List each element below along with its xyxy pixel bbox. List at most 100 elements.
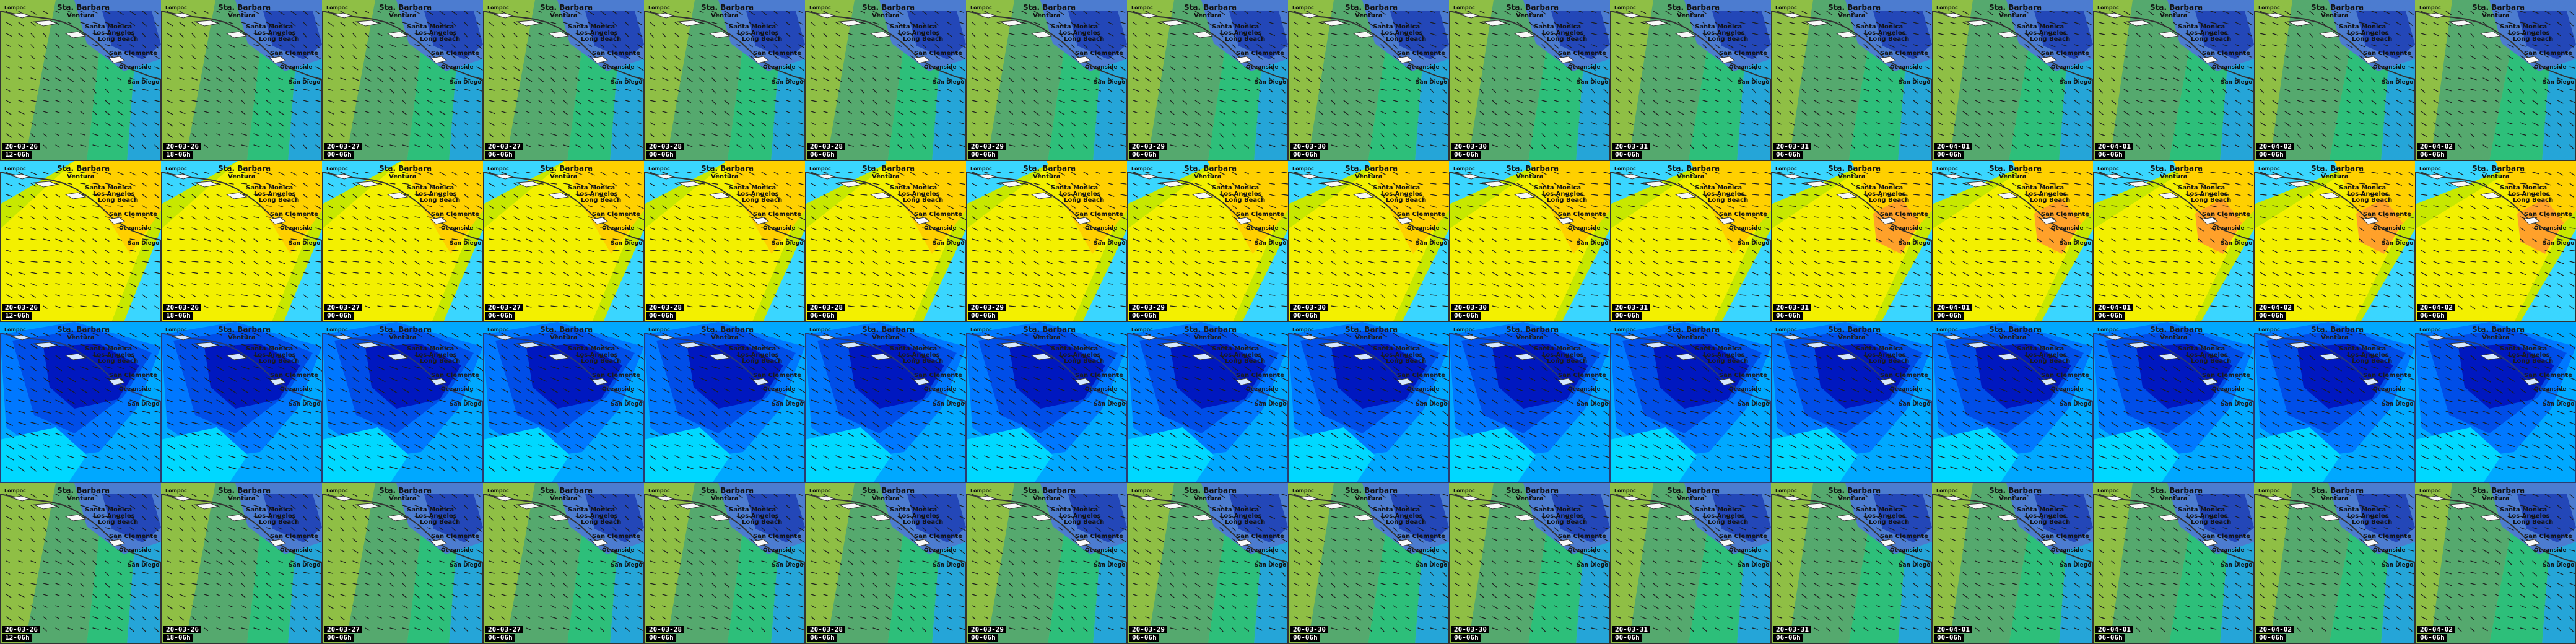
- island-shape-4: [2201, 378, 2219, 386]
- place-label-1: Sta. Barbara: [379, 325, 432, 334]
- place-label-5: Long Beach: [1708, 358, 1748, 365]
- vector-arrows: [2260, 494, 2415, 632]
- field-band-6: [2517, 494, 2576, 542]
- island-shape-2: [1160, 503, 1185, 510]
- place-label-5: Long Beach: [2191, 519, 2231, 526]
- coastline-outline: [644, 332, 805, 483]
- island-shape-3: [869, 192, 892, 199]
- place-label-7: Oceanside: [280, 64, 313, 71]
- time-stamp: 20-03-29 06-06h: [1129, 626, 1167, 642]
- place-label-0: Lompoc: [1614, 488, 1636, 494]
- place-label-4: Los Angeles: [1703, 191, 1745, 198]
- current-band-4: [848, 344, 944, 409]
- place-label-3: Santa Monica: [1695, 24, 1742, 30]
- date-label: 20-03-30: [1290, 626, 1328, 633]
- field-band-1: [1127, 0, 1174, 161]
- field-band-2: [1308, 483, 1393, 644]
- time-stamp: 20-03-31 00-06h: [1612, 626, 1650, 642]
- place-label-0: Lompoc: [487, 488, 509, 494]
- island-shape-4: [1074, 539, 1092, 547]
- island-shape-1: [1943, 173, 1963, 180]
- field-band-1: [161, 0, 215, 161]
- island-shape-2: [2287, 503, 2312, 510]
- place-label-7: Oceanside: [280, 225, 313, 232]
- hour-label: 06-06h: [1773, 312, 1803, 320]
- coastline-outline: [966, 10, 1127, 161]
- place-label-8: San Diego: [289, 401, 320, 407]
- hour-label: 00-06h: [2256, 312, 2286, 320]
- place-label-6: San Clemente: [914, 533, 962, 540]
- island-shape-2: [1321, 181, 1346, 188]
- wind-map-tile-14: Lompoc Sta. Barbara Ventura Santa Monica Los…: [2093, 161, 2254, 322]
- date-label: 20-04-01: [2095, 304, 2133, 311]
- place-label-8: San Diego: [611, 240, 642, 246]
- island-shape-1: [172, 173, 192, 180]
- vector-arrows: [2421, 11, 2576, 149]
- wind-band-3: [1690, 161, 1771, 254]
- coastline-outline: [2093, 10, 2254, 161]
- place-label-0: Lompoc: [648, 166, 670, 172]
- place-label-0: Lompoc: [326, 5, 348, 11]
- island-shape-4: [1879, 378, 1897, 386]
- place-label-7: Oceanside: [1890, 547, 1923, 554]
- place-label-3: Santa Monica: [246, 507, 293, 513]
- place-label-8: San Diego: [933, 79, 964, 85]
- island-shape-1: [2265, 12, 2285, 19]
- coastline-outline: [1127, 332, 1288, 483]
- island-shape-2: [999, 342, 1024, 349]
- place-label-1: Sta. Barbara: [1828, 3, 1881, 12]
- place-label-5: Long Beach: [581, 36, 621, 43]
- field-band-1: [2254, 483, 2292, 644]
- vector-arrows: [489, 11, 644, 149]
- date-label: 20-04-02: [2417, 626, 2455, 633]
- place-label-7: Oceanside: [763, 547, 796, 554]
- place-label-3: Santa Monica: [2017, 346, 2064, 352]
- place-label-1: Sta. Barbara: [862, 164, 915, 173]
- island-shape-1: [1943, 334, 1963, 341]
- place-label-0: Lompoc: [4, 5, 26, 11]
- date-label: 20-03-27: [324, 626, 362, 633]
- place-label-4: Los Angeles: [1059, 513, 1101, 520]
- place-label-6: San Clemente: [592, 372, 640, 379]
- island-shape-2: [1804, 181, 1829, 188]
- current-band-4: [204, 344, 300, 409]
- place-label-6: San Clemente: [2202, 533, 2250, 540]
- vector-arrows: [2260, 11, 2415, 149]
- island-shape-4: [2040, 56, 2058, 64]
- place-label-6: San Clemente: [1075, 211, 1123, 218]
- place-label-5: Long Beach: [581, 197, 621, 204]
- place-label-1: Sta. Barbara: [701, 325, 754, 334]
- coastline-outline: [322, 10, 483, 161]
- place-label-2: Ventura: [1355, 12, 1383, 19]
- place-label-1: Sta. Barbara: [2472, 486, 2525, 495]
- place-label-1: Sta. Barbara: [218, 486, 271, 495]
- place-label-3: Santa Monica: [2178, 24, 2225, 30]
- island-shape-2: [355, 20, 380, 27]
- coastline-outline: [805, 332, 966, 483]
- place-label-4: Los Angeles: [93, 513, 135, 520]
- place-label-3: Santa Monica: [1695, 185, 1742, 191]
- place-label-8: San Diego: [772, 79, 803, 85]
- island-shape-1: [1138, 12, 1158, 19]
- place-label-5: Long Beach: [98, 36, 138, 43]
- place-label-3: Santa Monica: [1212, 185, 1259, 191]
- place-label-2: Ventura: [228, 12, 256, 19]
- place-label-6: San Clemente: [1075, 533, 1123, 540]
- island-shape-4: [1074, 56, 1092, 64]
- island-shape-2: [2126, 181, 2151, 188]
- place-label-1: Sta. Barbara: [2150, 164, 2203, 173]
- field-band-2: [346, 483, 427, 644]
- place-label-1: Sta. Barbara: [1023, 3, 1076, 12]
- place-label-5: Long Beach: [420, 358, 460, 365]
- time-stamp: 20-03-27 00-06h: [324, 143, 362, 159]
- field-band-2: [185, 0, 266, 161]
